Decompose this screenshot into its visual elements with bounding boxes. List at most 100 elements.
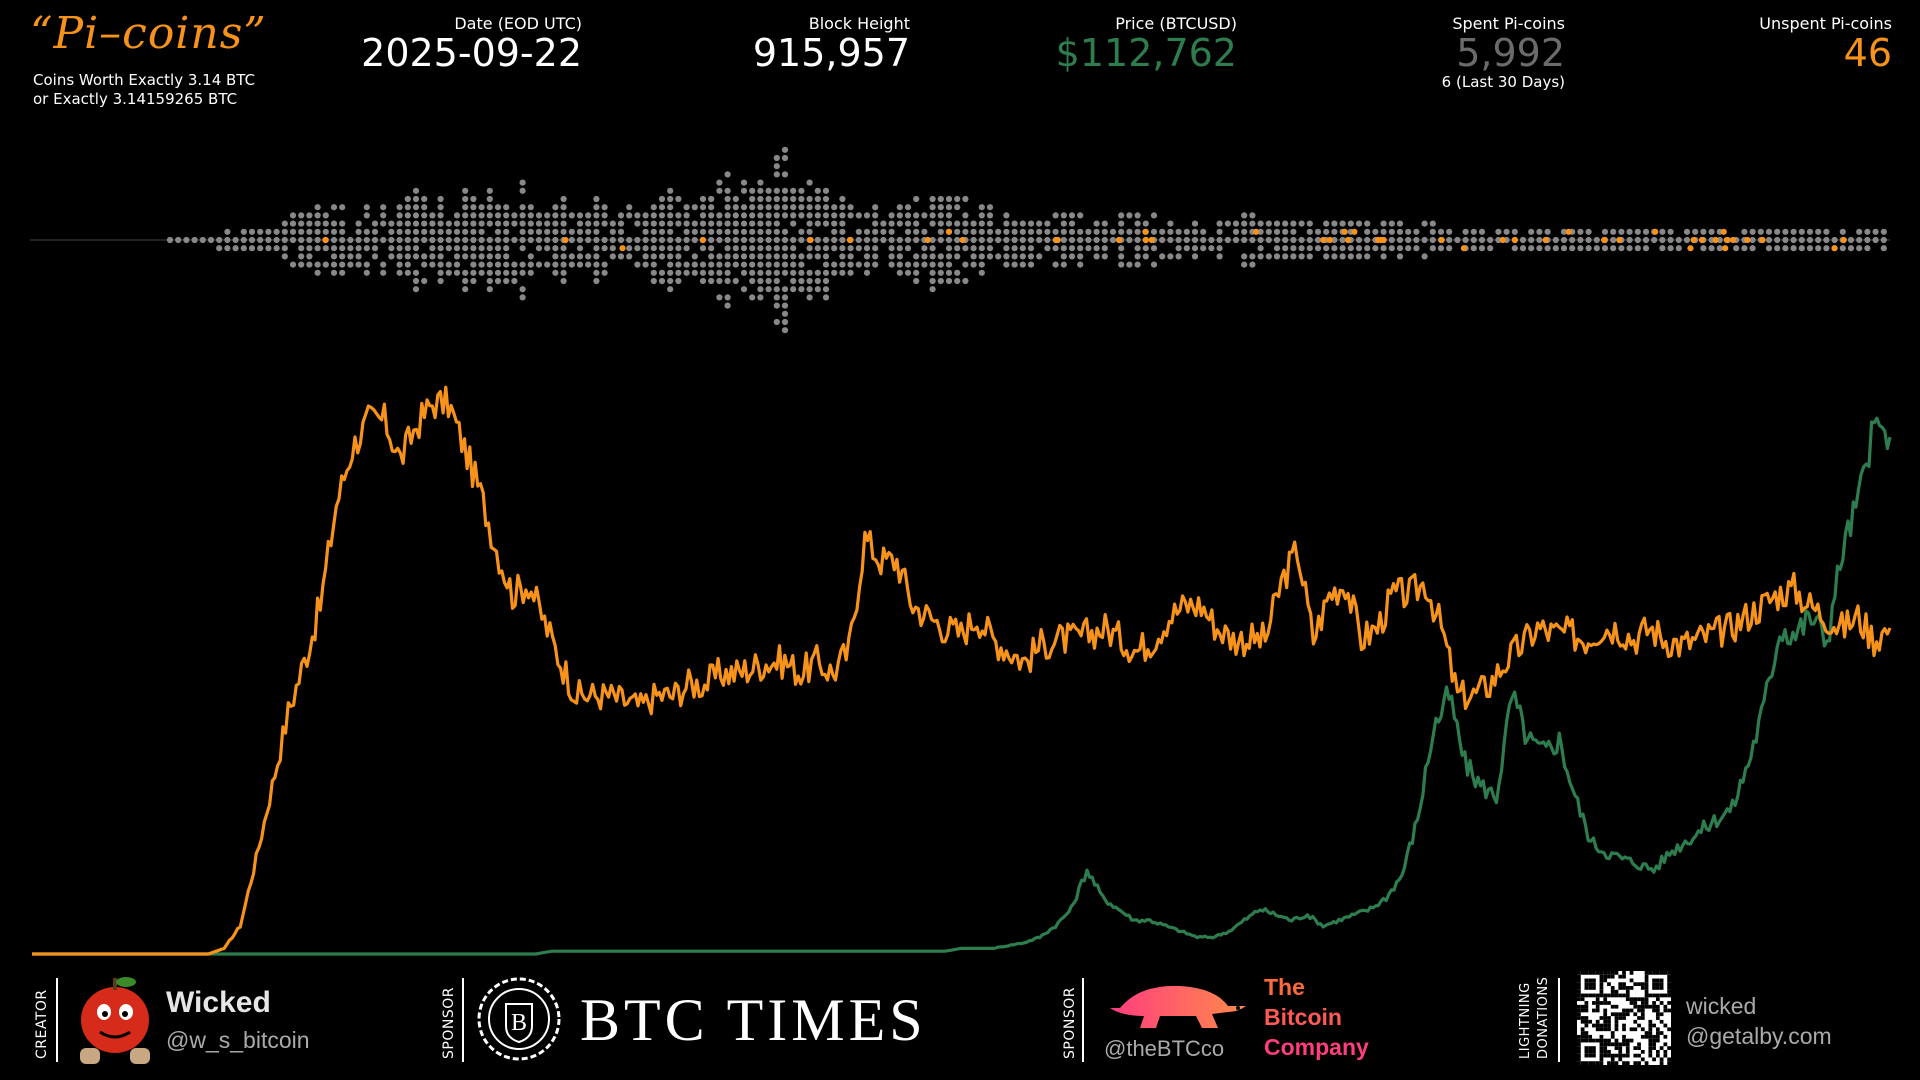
spent-coin-dot xyxy=(1159,253,1166,260)
spent-coin-dot xyxy=(1167,220,1174,227)
spent-coin-dot xyxy=(1060,220,1067,227)
spent-coin-dot xyxy=(560,228,567,235)
spent-coin-dot xyxy=(380,261,387,268)
spent-coin-dot xyxy=(724,204,731,211)
spent-coin-dot xyxy=(888,261,895,268)
lightning-address-user[interactable]: wicked xyxy=(1686,993,1757,1019)
spent-coin-dot xyxy=(404,212,411,219)
spent-coin-dot xyxy=(806,228,813,235)
spent-coin-dot xyxy=(601,236,608,244)
spent-coin-dot xyxy=(913,228,920,235)
spent-coin-dot xyxy=(470,261,477,268)
spent-coin-dot xyxy=(1569,245,1576,252)
spent-coin-dot xyxy=(691,261,698,268)
spent-coin-dot xyxy=(839,228,846,235)
spent-coin-dot xyxy=(421,195,428,203)
spent-coin-dot xyxy=(667,269,674,276)
spent-coin-dot xyxy=(978,228,985,235)
spent-coin-dot xyxy=(552,220,559,227)
btc-times-wordmark[interactable]: BTC TIMES xyxy=(580,987,927,1053)
spent-coin-dot xyxy=(1249,253,1256,260)
spent-coin-dot xyxy=(1651,236,1658,244)
bitcoin-company-handle[interactable]: @theBTCco xyxy=(1104,1036,1225,1061)
spent-coin-dot xyxy=(1700,228,1707,235)
spent-coin-dot xyxy=(429,228,436,235)
spent-coin-dot xyxy=(535,261,543,268)
spent-coin-dot xyxy=(904,245,912,252)
spent-coin-dot xyxy=(773,236,780,244)
spent-coin-dot xyxy=(691,204,698,211)
spent-coin-dot xyxy=(281,220,288,227)
spent-coin-dot xyxy=(478,269,485,276)
spent-coin-dot xyxy=(519,187,526,194)
spent-coin-dot xyxy=(921,245,928,252)
spent-coin-dot xyxy=(371,228,379,235)
spent-coin-dot xyxy=(1273,228,1281,235)
spent-coin-dot xyxy=(601,269,608,276)
spent-coin-dot xyxy=(765,228,772,235)
spent-coin-dot xyxy=(757,204,764,211)
spent-coin-dot xyxy=(970,245,977,252)
spent-coin-dot xyxy=(904,220,912,227)
spent-coin-dot xyxy=(1241,212,1248,219)
spent-coin-dot xyxy=(1749,228,1756,235)
spent-coin-dot xyxy=(773,269,780,276)
spent-coin-dot xyxy=(396,245,403,252)
spent-coin-dot xyxy=(642,212,649,219)
spent-coin-dot xyxy=(298,220,305,227)
spent-coin-dot xyxy=(1339,236,1346,244)
spent-coin-dot xyxy=(1282,253,1289,260)
spent-coin-dot xyxy=(1068,212,1076,219)
spent-coin-dot xyxy=(445,245,452,252)
spent-coin-dot xyxy=(470,277,477,285)
spent-coin-dot xyxy=(732,220,739,227)
spent-coin-dot xyxy=(749,277,756,285)
spent-coin-dot xyxy=(1257,220,1264,227)
creator-handle[interactable]: @w_s_bitcoin xyxy=(166,1027,310,1053)
spent-coin-dot xyxy=(339,245,346,252)
spent-coin-dot xyxy=(1511,228,1518,235)
spent-coin-dot xyxy=(716,179,723,186)
spent-coin-dot xyxy=(1856,236,1863,244)
spent-coin-dot xyxy=(1577,228,1584,235)
date-stat: Date (EOD UTC) 2025-09-22 xyxy=(361,14,582,73)
lightning-qr-code-icon[interactable] xyxy=(1577,971,1671,1065)
spent-coin-dot xyxy=(1191,220,1199,227)
bitcoin-company-name[interactable]: The Bitcoin Company xyxy=(1264,972,1369,1062)
spent-coin-dot xyxy=(921,228,928,235)
spent-coin-dot xyxy=(1175,228,1182,235)
spent-coin-dot xyxy=(740,236,748,244)
spent-coin-dot xyxy=(1421,220,1428,227)
spent-coin-dot xyxy=(601,204,608,211)
spent-coin-dot xyxy=(298,253,305,260)
spent-coin-dot xyxy=(1077,212,1084,219)
spent-coin-dot xyxy=(1011,228,1018,235)
spent-coin-dot xyxy=(716,294,723,301)
spent-coin-dot xyxy=(494,269,502,276)
spent-coin-dot xyxy=(1642,245,1650,252)
spent-coin-dot xyxy=(527,261,534,268)
spent-coin-dot xyxy=(617,236,625,244)
spent-coin-dot xyxy=(724,253,731,260)
spent-coin-dot xyxy=(486,212,493,219)
spent-coin-dot xyxy=(642,261,649,268)
spent-coin-dot xyxy=(732,245,739,252)
spent-coin-dot xyxy=(519,236,526,244)
spent-coin-dot xyxy=(1282,228,1289,235)
spent-coin-dot xyxy=(954,269,961,276)
spent-coin-dot xyxy=(814,220,821,227)
spent-coin-dot xyxy=(945,269,953,276)
spent-coin-dot xyxy=(355,220,362,227)
spent-coin-dot xyxy=(724,261,731,268)
unspent-coin-dot xyxy=(1499,236,1506,244)
spent-coin-dot xyxy=(945,253,953,260)
spent-coin-dot xyxy=(1126,261,1133,268)
spent-coin-dot xyxy=(1634,245,1641,252)
spent-coin-dot xyxy=(1208,236,1215,244)
spent-coin-dot xyxy=(437,228,444,235)
spent-coin-dot xyxy=(412,236,420,244)
spent-coin-dot xyxy=(1610,245,1617,252)
spent-coin-dot xyxy=(1462,236,1469,244)
spent-coin-dot xyxy=(683,204,690,211)
lightning-address-domain[interactable]: @getalby.com xyxy=(1686,1023,1832,1049)
